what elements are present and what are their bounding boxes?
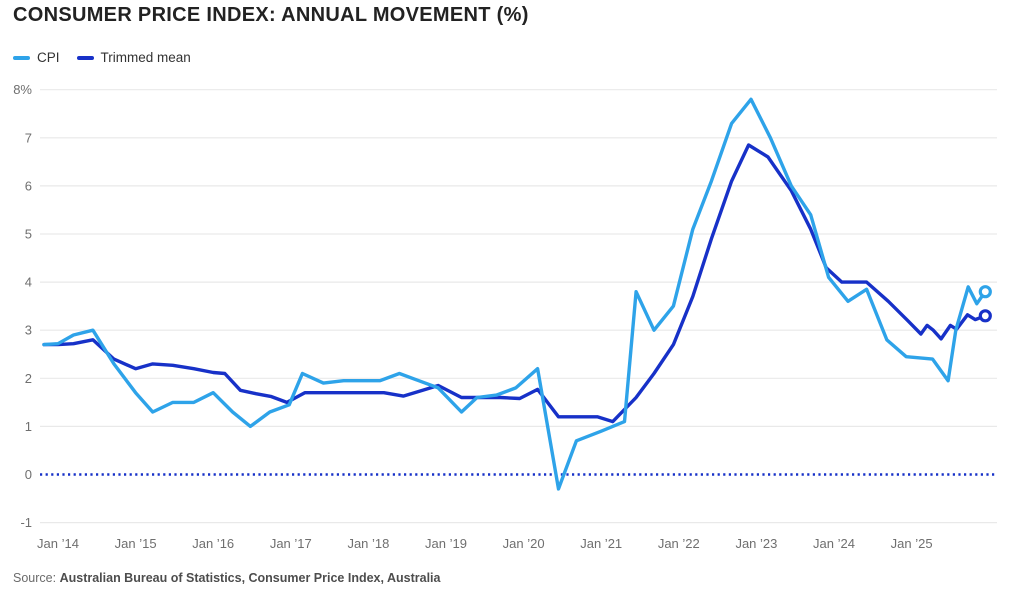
source-note: Source: Australian Bureau of Statistics,… <box>13 571 440 585</box>
svg-text:Jan ’23: Jan ’23 <box>735 536 777 551</box>
svg-text:Jan ’22: Jan ’22 <box>658 536 700 551</box>
svg-text:Jan ’24: Jan ’24 <box>813 536 855 551</box>
svg-text:3: 3 <box>25 323 32 338</box>
svg-text:8%: 8% <box>13 82 32 97</box>
svg-text:Jan ’16: Jan ’16 <box>192 536 234 551</box>
legend-item-trimmed-mean: Trimmed mean <box>76 50 191 65</box>
trimmed-mean-line-swatch <box>76 55 94 60</box>
svg-text:4: 4 <box>25 275 32 290</box>
svg-text:6: 6 <box>25 178 32 193</box>
svg-text:1: 1 <box>25 419 32 434</box>
svg-text:Jan ’20: Jan ’20 <box>503 536 545 551</box>
svg-text:7: 7 <box>25 130 32 145</box>
svg-text:5: 5 <box>25 227 32 242</box>
svg-text:Jan ’17: Jan ’17 <box>270 536 312 551</box>
legend-label-cpi: CPI <box>37 50 60 65</box>
svg-text:Jan ’21: Jan ’21 <box>580 536 622 551</box>
source-text: Australian Bureau of Statistics, Consume… <box>59 571 441 585</box>
svg-text:Jan ’19: Jan ’19 <box>425 536 467 551</box>
cpi-line-swatch <box>13 55 30 60</box>
svg-text:Jan ’25: Jan ’25 <box>891 536 933 551</box>
svg-text:Jan ’15: Jan ’15 <box>115 536 157 551</box>
source-prefix: Source: <box>13 571 57 585</box>
legend-label-trimmed-mean: Trimmed mean <box>100 50 191 65</box>
legend: CPI Trimmed mean <box>13 50 191 65</box>
svg-text:0: 0 <box>25 467 32 482</box>
svg-text:2: 2 <box>25 371 32 386</box>
svg-text:Jan ’14: Jan ’14 <box>37 536 79 551</box>
chart-title: CONSUMER PRICE INDEX: ANNUAL MOVEMENT (%… <box>13 4 529 26</box>
legend-item-cpi: CPI <box>13 50 60 65</box>
svg-text:-1: -1 <box>20 515 32 530</box>
svg-text:Jan ’18: Jan ’18 <box>347 536 389 551</box>
